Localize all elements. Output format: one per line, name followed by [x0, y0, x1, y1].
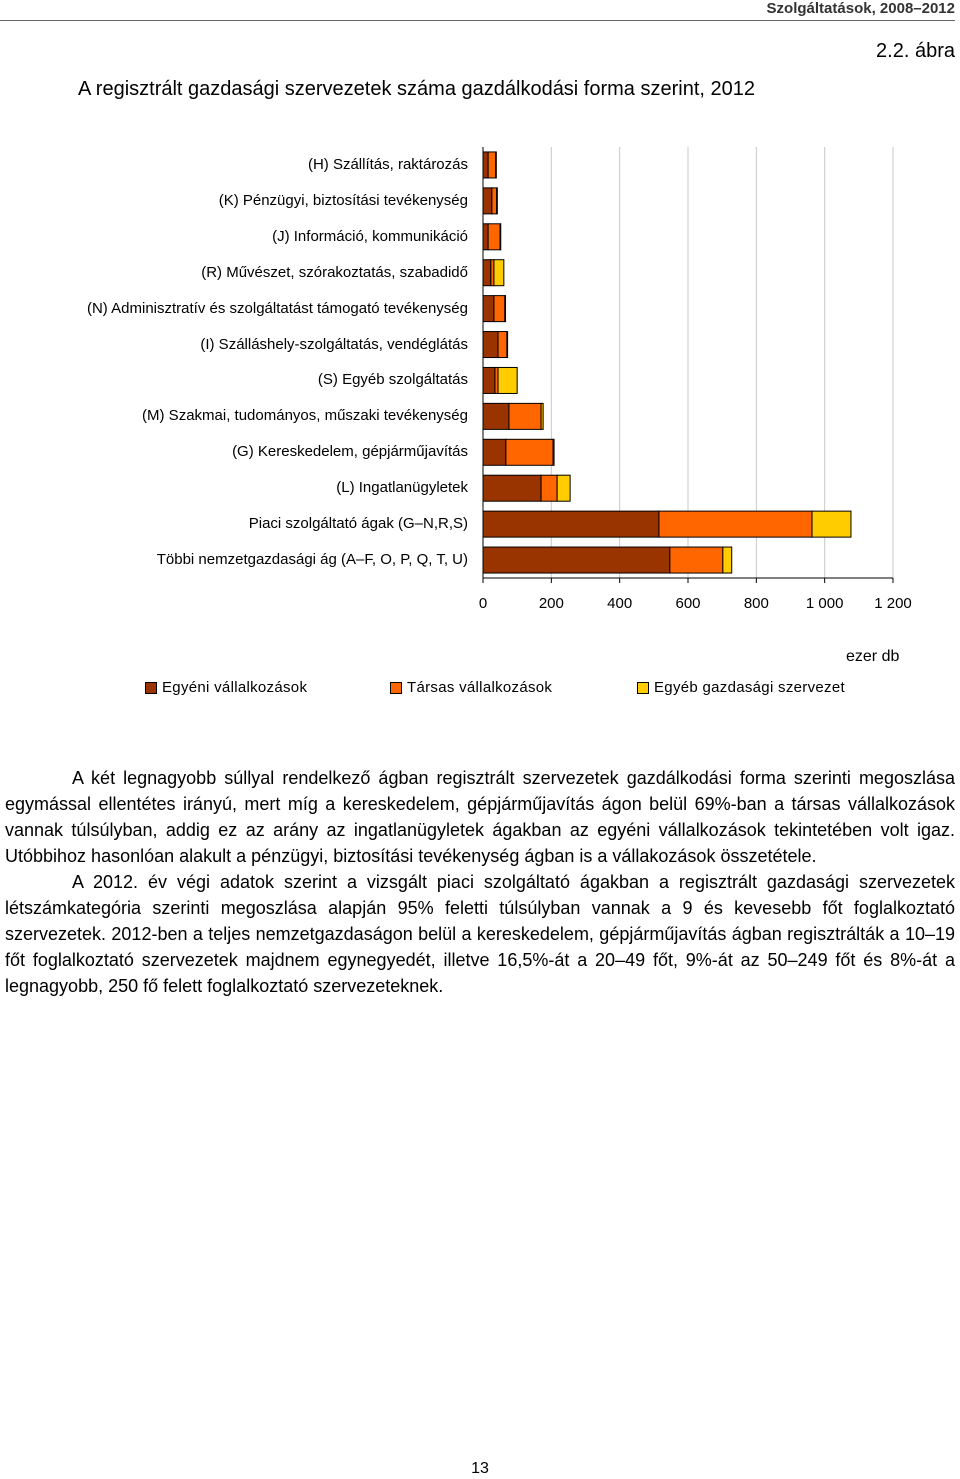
legend-label: Egyéni vállalkozások — [162, 679, 308, 696]
category-text: (N) Adminisztratív és szolgáltatást támo… — [86, 299, 468, 317]
bar-segment — [482, 331, 499, 359]
bar-segment — [540, 402, 544, 430]
bar-segment — [482, 151, 489, 179]
bar-segment — [482, 474, 542, 502]
legend-swatch — [637, 681, 649, 694]
category-text: Piaci szolgáltató ágak (G–N,R,S) — [248, 515, 468, 533]
paragraph: A két legnagyobb súllyal rendelkező ágba… — [5, 768, 955, 866]
bar-segment — [482, 295, 495, 323]
legend-label: Egyéb gazdasági szervezet — [654, 679, 845, 696]
category-label: (N) Adminisztratív és szolgáltatást támo… — [38, 298, 468, 320]
x-tick-label: 1 200 — [874, 595, 912, 612]
bar-segment — [493, 295, 506, 323]
bar-segment — [811, 510, 852, 538]
x-tick-label: 0 — [478, 595, 488, 612]
unit-label: ezer db — [846, 648, 900, 665]
bar-segment — [495, 151, 497, 179]
category-label: (M) Szakmai, tudományos, műszaki tevéken… — [38, 405, 468, 427]
plot — [482, 147, 894, 583]
bar-segment — [497, 331, 508, 359]
bar-segment — [669, 546, 724, 574]
x-tick-label: 800 — [743, 595, 769, 612]
category-label: Többi nemzetgazdasági ág (A–F, O, P, Q, … — [38, 549, 468, 571]
bar-segment — [493, 259, 505, 287]
bar-segment — [482, 259, 492, 287]
bar-segment — [482, 438, 507, 466]
figure-number: 2.2. ábra — [876, 40, 955, 62]
legend-item: Egyéb gazdasági szervezet — [637, 679, 845, 696]
bar-segment — [491, 187, 498, 215]
category-text: (L) Ingatlanügyletek — [336, 479, 468, 497]
bar-segment — [658, 510, 813, 538]
category-text: (M) Szakmai, tudományos, műszaki tevéken… — [142, 407, 468, 425]
bar-segment — [482, 546, 671, 574]
bar-segment — [487, 151, 497, 179]
category-label: (H) Szállítás, raktározás — [38, 154, 468, 176]
bar-segment — [482, 510, 660, 538]
legend-item: Egyéni vállalkozások — [145, 679, 307, 696]
bar-segment — [482, 187, 493, 215]
legend-item: Társas vállalkozások — [390, 679, 552, 696]
bar-segment — [505, 438, 554, 466]
legend-swatch — [390, 681, 402, 694]
bar-segment — [499, 223, 502, 251]
category-label: Piaci szolgáltató ágak (G–N,R,S) — [38, 513, 468, 535]
bar-segment — [487, 223, 501, 251]
bar-segment — [497, 366, 518, 394]
bar-segment — [552, 438, 555, 466]
category-label: (J) Információ, kommunikáció — [38, 226, 468, 248]
category-text: (K) Pénzügyi, biztosítási tevékenység — [218, 191, 468, 209]
body-text: A két legnagyobb súllyal rendelkező ágba… — [5, 765, 955, 999]
category-label: (R) Művészet, szórakoztatás, szabadidő — [38, 262, 468, 284]
category-text: (J) Információ, kommunikáció — [272, 227, 468, 245]
bar-segment — [482, 366, 496, 394]
bar-segment — [482, 402, 510, 430]
category-label: (L) Ingatlanügyletek — [38, 477, 468, 499]
bar-segment — [556, 474, 571, 502]
bar-segment — [482, 223, 489, 251]
category-text: (I) Szálláshely-szolgáltatás, vendéglátá… — [200, 335, 468, 353]
category-text: (R) Művészet, szórakoztatás, szabadidő — [201, 263, 468, 281]
bar-segment — [504, 295, 507, 323]
bar-segment — [722, 546, 733, 574]
bar-segment — [506, 331, 509, 359]
x-tick-label: 600 — [675, 595, 701, 612]
category-text: (G) Kereskedelem, gépjárműjavítás — [232, 443, 468, 461]
chart: ezer db 0 200 400 600 800 1 000 1 200 (H) Száll… — [0, 0, 960, 720]
paragraph: A 2012. év végi adatok szerint a vizsgál… — [5, 872, 955, 996]
category-text: Többi nemzetgazdasági ág (A–F, O, P, Q, … — [156, 551, 468, 569]
category-text: (S) Egyéb szolgáltatás — [317, 371, 468, 389]
bar-segment — [496, 187, 498, 215]
legend-swatch — [145, 681, 157, 694]
x-tick-label: 1 000 — [805, 595, 844, 612]
page-number: 13 — [471, 1460, 489, 1477]
bar-segment — [540, 474, 558, 502]
x-tick-label: 400 — [607, 595, 633, 612]
chart-title: A regisztrált gazdasági szervezetek szám… — [78, 78, 756, 100]
category-label: (I) Szálláshely-szolgáltatás, vendéglátá… — [38, 334, 468, 356]
category-label: (S) Egyéb szolgáltatás — [38, 369, 468, 391]
bar-segment — [508, 402, 542, 430]
x-tick-label: 200 — [538, 595, 564, 612]
category-text: (H) Szállítás, raktározás — [307, 155, 468, 173]
category-label: (G) Kereskedelem, gépjárműjavítás — [38, 441, 468, 463]
category-label: (K) Pénzügyi, biztosítási tevékenység — [38, 190, 468, 212]
running-title: Szolgáltatások, 2008–2012 — [0, 0, 955, 21]
legend-label: Társas vállalkozások — [407, 679, 553, 696]
